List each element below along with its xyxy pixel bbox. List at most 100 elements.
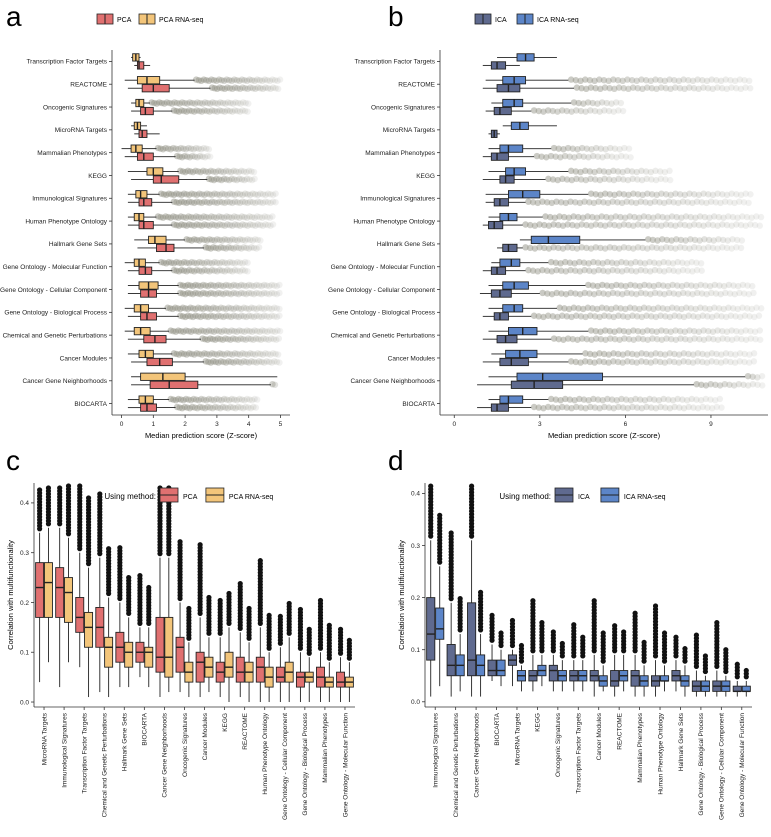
- outlier-point: [206, 404, 214, 411]
- outlier-point: [583, 244, 590, 252]
- outlier-point: [643, 175, 650, 183]
- outlier-point: [606, 244, 614, 251]
- outlier-point: [750, 350, 758, 357]
- outlier-point: [306, 626, 312, 632]
- outlier-point: [250, 403, 257, 411]
- outlier-point: [600, 77, 608, 84]
- outlier-point: [713, 358, 720, 366]
- outlier-point: [653, 335, 661, 343]
- outlier-point: [169, 305, 176, 313]
- outlier-point: [610, 350, 617, 357]
- outlier-point: [593, 144, 600, 152]
- outlier-point: [550, 221, 557, 228]
- outlier-point: [188, 107, 195, 115]
- outlier-point: [711, 304, 718, 311]
- outlier-point: [246, 605, 252, 612]
- outlier-point: [201, 405, 209, 412]
- outlier-point: [696, 335, 703, 343]
- outlier-point: [223, 396, 230, 403]
- outlier-point: [682, 213, 690, 220]
- outlier-point: [729, 305, 737, 312]
- outlier-point: [624, 176, 632, 184]
- outlier-point: [206, 259, 213, 266]
- outlier-point: [726, 290, 734, 297]
- outlier-point: [698, 267, 705, 274]
- outlier-point: [186, 154, 194, 161]
- box: [195, 651, 205, 683]
- outlier-point: [688, 282, 695, 289]
- outlier-point: [606, 85, 613, 92]
- outlier-point: [667, 85, 674, 93]
- box: [43, 562, 53, 618]
- outlier-point: [627, 281, 634, 289]
- outlier-point: [188, 199, 195, 206]
- outlier-point: [253, 213, 261, 220]
- outlier-point: [742, 336, 750, 343]
- outlier-point: [701, 305, 709, 312]
- outlier-point: [225, 313, 232, 320]
- box: [493, 106, 512, 116]
- box: [490, 289, 512, 298]
- outlier-point: [549, 176, 557, 183]
- outlier-point: [231, 213, 238, 220]
- outlier-point: [245, 167, 253, 175]
- outlier-point: [664, 282, 672, 290]
- outlier-point: [208, 213, 215, 220]
- outlier-point: [557, 154, 564, 161]
- outlier-point: [233, 168, 240, 175]
- outlier-point: [178, 221, 185, 228]
- outlier-point: [693, 380, 700, 388]
- outlier-point: [569, 145, 576, 152]
- outlier-point: [706, 305, 713, 313]
- outlier-point: [241, 267, 249, 274]
- outlier-point: [221, 85, 228, 93]
- outlier-point: [177, 539, 183, 545]
- outlier-point: [190, 214, 197, 221]
- outlier-point: [195, 213, 202, 221]
- outlier-point: [183, 259, 190, 266]
- outlier-point: [248, 290, 255, 297]
- outlier-point: [661, 77, 669, 85]
- outlier-point: [457, 596, 463, 602]
- outlier-point: [206, 222, 213, 229]
- outlier-point: [179, 282, 187, 289]
- outlier-point: [268, 305, 276, 313]
- legend-label: PCA RNA-seq: [159, 17, 203, 24]
- outlier-point: [610, 76, 617, 83]
- outlier-point: [540, 313, 547, 321]
- outlier-point: [679, 396, 686, 403]
- outlier-point: [567, 358, 575, 365]
- outlier-point: [712, 199, 720, 206]
- outlier-point: [199, 404, 206, 411]
- outlier-point: [252, 191, 259, 198]
- outlier-point: [222, 100, 229, 107]
- outlier-point: [582, 167, 589, 175]
- box: [295, 671, 305, 688]
- outlier-point: [198, 222, 206, 229]
- outlier-point: [648, 313, 655, 320]
- outlier-point: [544, 403, 552, 411]
- outlier-point: [661, 630, 668, 636]
- category-label: Chemical and Genetic Perturbations: [3, 332, 108, 339]
- outlier-point: [212, 336, 219, 343]
- outlier-point: [654, 237, 661, 244]
- outlier-point: [644, 236, 652, 243]
- legend-title: Using method:: [499, 492, 551, 501]
- outlier-point: [648, 327, 656, 335]
- outlier-point: [564, 244, 571, 251]
- outlier-point: [736, 358, 744, 365]
- category-label: BIOCARTA: [402, 401, 435, 408]
- outlier-point: [182, 395, 190, 403]
- outlier-point: [218, 328, 225, 335]
- outlier-point: [628, 290, 635, 297]
- outlier-point: [584, 304, 592, 311]
- outlier-point: [697, 396, 705, 404]
- outlier-point: [635, 335, 642, 342]
- outlier-point: [234, 336, 242, 343]
- outlier-point: [201, 260, 208, 267]
- box: [530, 235, 581, 244]
- outlier-point: [175, 327, 182, 334]
- outlier-point: [650, 282, 658, 290]
- outlier-point: [604, 258, 611, 266]
- outlier-point: [555, 221, 562, 229]
